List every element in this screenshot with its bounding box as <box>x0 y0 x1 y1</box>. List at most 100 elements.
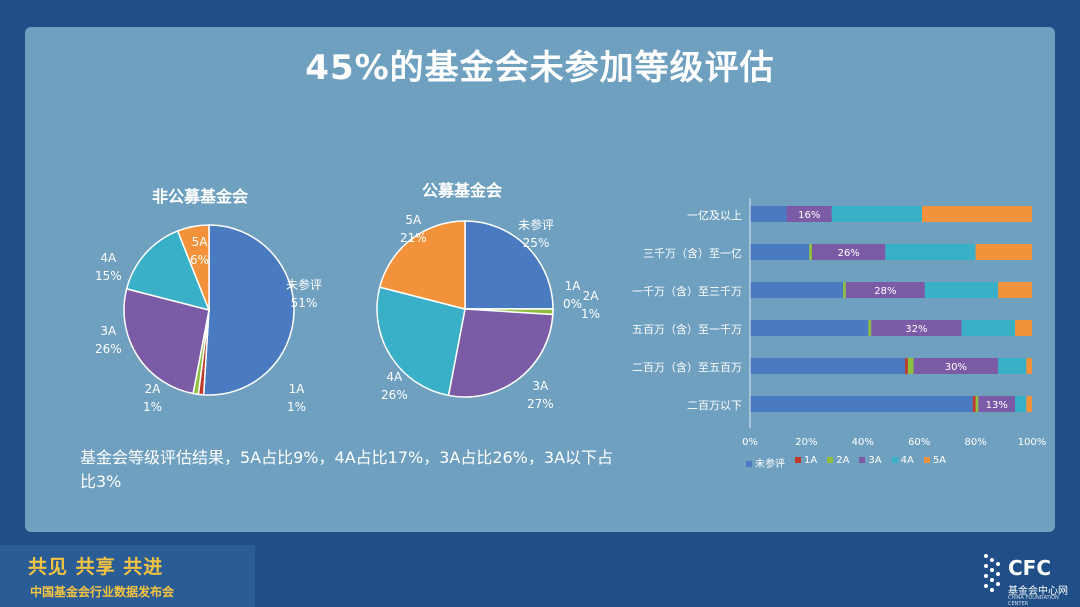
bar-segment-未参评 <box>750 282 844 298</box>
pie1-label-4A: 4A 15% <box>95 249 122 285</box>
page-title: 45%的基金会未参加等级评估 <box>305 48 775 88</box>
pie2-label-value: 0% <box>563 297 583 311</box>
bar-data-label: 13% <box>986 400 1008 411</box>
bar-segment-未参评 <box>750 206 787 222</box>
bar-category-label: 二百万以下 <box>687 399 742 412</box>
pie2-label-value: 21% <box>400 231 427 245</box>
pie-slice-4A <box>125 229 211 312</box>
bar-segment-2A <box>868 320 872 336</box>
bar-segment-5A <box>1026 396 1032 412</box>
bar-segment-未参评 <box>750 244 810 260</box>
bar-x-tick: 80% <box>964 437 987 448</box>
bar-x-tick: 20% <box>795 437 818 448</box>
pie2-label-未参评: 未参评 25% <box>518 216 554 252</box>
legend-swatch <box>891 457 898 463</box>
pie1-label-name: 3A <box>100 324 117 338</box>
bar-segment-未参评 <box>750 358 906 374</box>
bar-segment-3A <box>812 244 886 260</box>
pie-slice-5A <box>176 224 210 311</box>
pie2-label-3A: 3A 27% <box>527 377 554 413</box>
pie-slice-4A <box>376 286 466 397</box>
bar-segment-3A <box>978 396 1016 412</box>
pie1-label-value: 6% <box>190 253 210 267</box>
bar-segment-5A <box>1026 358 1032 374</box>
pie1-label-未参评: 未参评 51% <box>286 276 322 312</box>
bar-data-label: 16% <box>798 210 820 221</box>
logo-text: CFC <box>1008 556 1052 580</box>
pie-chart-public <box>376 220 554 398</box>
pie-slice-未参评 <box>464 220 554 310</box>
legend-swatch <box>827 457 834 463</box>
pie2-label-1A: 1A 0% <box>563 277 582 313</box>
bar-segment-4A <box>1015 396 1027 412</box>
cfc-logo-icon <box>984 554 1000 592</box>
pie1-label-value: 26% <box>95 342 122 356</box>
pie1-label-1A: 1A 1% <box>287 380 306 416</box>
bar-category-label: 五百万（含）至一千万 <box>632 323 742 336</box>
legend-item: 3A <box>859 455 882 470</box>
pie1-label-value: 1% <box>143 400 163 414</box>
pie1-label-name: 未参评 <box>286 278 323 292</box>
legend-label: 5A <box>932 455 947 466</box>
legend-item: 1A <box>795 455 817 470</box>
pie2-label-5A: 5A 21% <box>400 211 427 247</box>
pie-slice-未参评 <box>202 224 295 396</box>
legend-swatch <box>746 461 752 467</box>
pie2-label-name: 未参评 <box>518 218 555 232</box>
logo-english: CHINA FOUNDATION CENTER <box>1008 595 1059 607</box>
footer-banner <box>0 545 255 607</box>
logo-subtitle: 基金会中心网 <box>1008 586 1068 597</box>
legend-label: 4A <box>900 455 914 466</box>
pie1-label-3A: 3A 26% <box>95 322 122 358</box>
pie1-label-value: 15% <box>95 269 122 283</box>
pie2-label-value: 25% <box>522 236 550 250</box>
bar-data-label: 28% <box>874 286 896 297</box>
bar-legend: 未参评 1A 2A 3A 4A 5A <box>746 455 946 470</box>
bar-category-label: 三千万（含）至一亿 <box>643 247 742 260</box>
bar-segment-1A <box>972 396 976 412</box>
legend-item: 未参评 <box>746 455 785 470</box>
footer-subtitle: 中国基金会行业数据发布会 <box>30 585 175 599</box>
bar-segment-5A <box>975 244 1032 260</box>
pie2-label-value: 26% <box>381 388 408 402</box>
pie2-label-name: 4A <box>386 370 403 384</box>
description-text: 基金会等级评估结果，5A占比9%，4A占比17%，3A占比26%，3A以下占比3… <box>80 448 614 491</box>
bar-segment-5A <box>922 206 1032 222</box>
pie1-label-name: 1A <box>288 382 305 396</box>
footer-slogan: 共见 共享 共进 <box>28 556 164 578</box>
pie1-title: 非公募基金会 <box>152 187 249 206</box>
bar-segment-2A <box>843 282 846 298</box>
bar-segment-3A <box>845 282 925 298</box>
bar-category-label: 一千万（含）至三千万 <box>632 285 742 298</box>
pie1-label-value: 51% <box>290 296 318 310</box>
bar-segment-未参评 <box>750 396 973 412</box>
stacked-bar-chart: 16% 26% 28% 32% 30% 13% <box>749 198 1032 428</box>
legend-item: 2A <box>827 455 849 470</box>
pie2-label-name: 1A <box>564 279 581 293</box>
bar-x-tick: 0% <box>742 437 758 448</box>
legend-swatch <box>795 457 801 463</box>
bar-segment-3A <box>871 320 962 336</box>
pie2-label-2A: 2A 1% <box>581 287 600 323</box>
bar-category-label: 一亿及以上 <box>687 209 742 222</box>
pie2-title: 公募基金会 <box>422 181 503 200</box>
bar-segment-2A <box>975 396 979 412</box>
pie-chart-nonpublic <box>123 224 295 396</box>
pie-slice-5A <box>378 220 466 310</box>
bar-category-label: 二百万（含）至五百万 <box>632 361 742 374</box>
bar-segment-5A <box>1015 320 1032 336</box>
legend-label: 2A <box>836 455 850 466</box>
pie1-label-value: 1% <box>287 400 307 414</box>
bar-segment-4A <box>961 320 1016 336</box>
bar-data-label: 26% <box>838 248 860 259</box>
pie1-label-2A: 2A 1% <box>143 380 162 416</box>
bar-segment-未参评 <box>750 320 869 336</box>
legend-label: 1A <box>804 455 818 466</box>
bar-x-tick: 100% <box>1017 437 1047 448</box>
pie2-label-value: 1% <box>581 307 601 321</box>
bar-segment-2A <box>907 358 914 374</box>
pie1-label-5A: 5A 6% <box>190 233 209 269</box>
pie1-label-name: 4A <box>100 251 117 265</box>
pie2-label-name: 5A <box>405 213 422 227</box>
bar-segment-1A <box>905 358 908 374</box>
